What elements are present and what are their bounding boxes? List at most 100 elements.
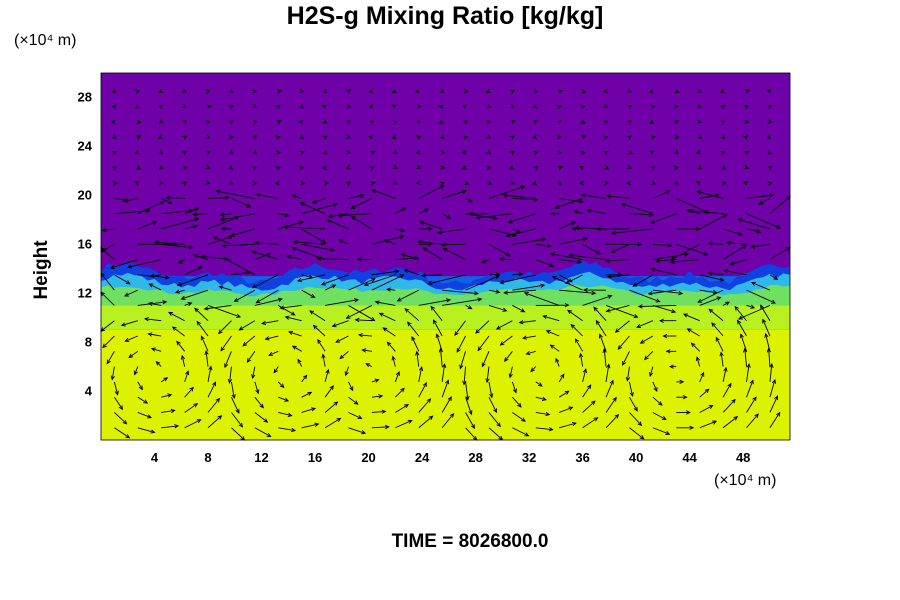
wind-vector-head [204,350,209,356]
wind-vector-head [695,150,701,155]
wind-vector [348,396,359,405]
wind-vector-head [570,323,576,329]
wind-vector [184,207,199,215]
wind-vector-head [595,250,601,255]
wind-vector [580,353,584,367]
wind-vector [640,335,654,344]
wind-vector-head [255,193,261,198]
wind-vector-head [774,395,779,401]
wind-vector [293,241,326,245]
wind-vector [699,274,724,281]
wind-vector-head [673,180,679,185]
wind-vector-head [697,104,703,109]
wind-vector [734,306,747,322]
wind-vector-head [744,165,750,170]
wind-vector [699,214,727,230]
wind-vector-head [233,297,239,302]
wind-vector [278,396,289,402]
wind-vector-head [228,165,234,170]
wind-vector-head [101,227,107,233]
wind-vector-head [688,208,694,214]
wind-vector [535,243,551,247]
wind-vector [301,228,326,244]
wind-vector [559,274,573,283]
wind-vector [371,235,404,245]
wind-vector [254,381,259,394]
wind-vector-head [321,353,326,359]
wind-vector [184,403,198,413]
wind-vector [254,396,264,408]
wind-vector-head [591,290,597,296]
wind-vector-head [440,165,446,170]
wind-vector-head [767,150,773,155]
wind-vector-head [657,401,663,406]
wind-vector [137,427,155,433]
wind-vector [629,396,638,411]
wind-vector-head [168,311,174,316]
y-tick-label: 8 [84,334,92,350]
wind-vector [160,377,168,383]
wind-vector [746,228,761,233]
wind-vector [124,289,138,297]
wind-vector-head [275,105,281,110]
wind-vector [559,238,588,245]
wind-vector-head [682,313,688,318]
wind-vector-head [424,208,430,213]
wind-vector-head [509,90,515,95]
wind-vector [724,269,747,276]
wind-vector [708,272,724,276]
wind-vector-head [415,180,421,186]
wind-vector-head [359,193,365,198]
wind-vector [184,302,192,306]
wind-vector-head [133,370,138,376]
wind-vector [569,254,607,261]
wind-vector-head [708,405,714,409]
wind-vector-head [440,242,446,247]
wind-vector-head [324,180,330,186]
wind-vector [254,412,268,423]
wind-vector-head [164,195,170,200]
wind-vector-head [564,390,570,395]
wind-vector [582,295,612,306]
wind-vector-head [521,417,526,422]
wind-vector-head [255,299,261,304]
wind-vector-head [392,149,398,154]
wind-vector-head [474,291,480,296]
wind-vector [324,284,336,291]
wind-vector-head [720,120,726,125]
wind-vector-head [776,224,782,229]
wind-vector-head [636,323,642,328]
wind-vector [324,369,329,383]
wind-vector [418,382,427,398]
wind-vector-head [353,298,359,303]
wind-vector-head [310,293,316,298]
wind-vector-head [109,265,115,270]
wind-vector-head [567,309,572,315]
wind-vector [535,412,550,416]
wind-vector-head [556,180,562,186]
wind-vector-head [523,292,529,297]
wind-vector [626,366,630,381]
wind-vector-head [196,320,202,326]
wind-vector [465,427,477,441]
wind-vector [720,352,724,367]
wind-vector-head [321,239,327,244]
wind-vector [149,283,162,291]
wind-vector [512,412,526,422]
wind-vector-head [752,396,757,402]
wind-vector [371,274,404,291]
wind-vector [570,324,583,337]
wind-vector-head [252,89,258,94]
wind-vector [441,380,449,398]
wind-vector-head [509,150,515,156]
wind-vector [768,348,771,367]
wind-vector-head [300,180,306,186]
wind-vector-head [697,298,703,303]
wind-vector-head [158,104,164,110]
wind-vector [463,366,467,385]
wind-vector-head [228,104,234,110]
wind-vector [582,243,601,255]
wind-vector-head [771,299,777,304]
wind-vector [652,396,663,406]
wind-vector [475,320,490,334]
